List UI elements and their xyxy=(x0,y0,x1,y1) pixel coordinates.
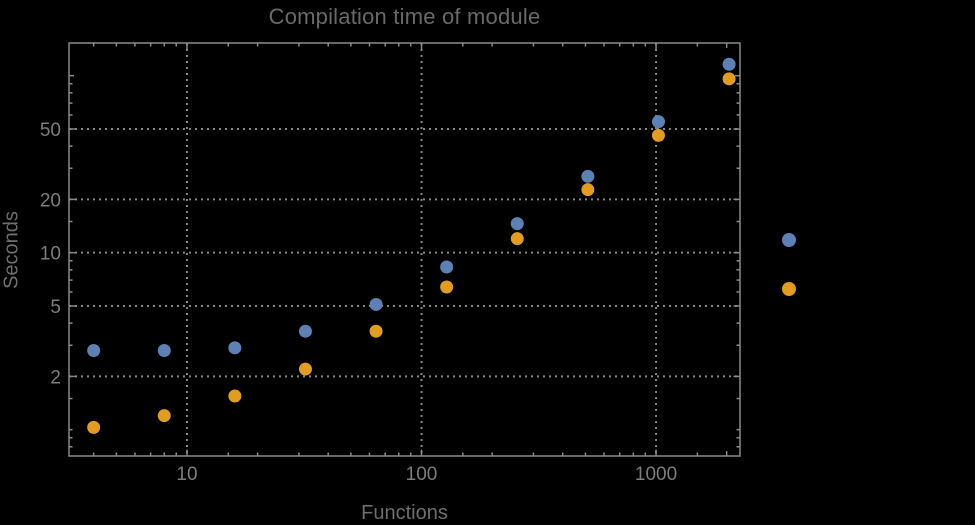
data-point-series-1 xyxy=(157,344,171,358)
axis-ticks xyxy=(69,43,740,456)
y-tick-label-2: 2 xyxy=(50,367,61,388)
legend-marker-series-1 xyxy=(781,232,797,248)
gridlines xyxy=(69,43,740,456)
y-tick-label-50: 50 xyxy=(40,120,61,141)
data-point-series-1 xyxy=(298,324,312,338)
data-point-series-2 xyxy=(228,389,242,403)
data-point-series-2 xyxy=(651,128,665,142)
y-tick-label-10: 10 xyxy=(40,244,61,265)
plot-frame xyxy=(68,42,741,457)
y-tick-label-5: 5 xyxy=(50,297,61,318)
y-tick-label-20: 20 xyxy=(40,190,61,211)
data-point-series-2 xyxy=(298,362,312,376)
x-tick-label-100: 100 xyxy=(406,464,438,485)
data-point-series-1 xyxy=(651,115,665,129)
data-point-series-2 xyxy=(87,420,101,434)
series-series-2 xyxy=(87,72,736,434)
data-point-series-1 xyxy=(228,341,242,355)
chart-title: Compilation time of module xyxy=(268,4,541,29)
data-point-series-1 xyxy=(722,57,736,71)
x-axis-label: Functions xyxy=(361,502,448,524)
data-point-series-2 xyxy=(440,280,454,294)
legend-marker-series-2 xyxy=(781,281,797,297)
data-point-series-1 xyxy=(369,297,383,311)
y-axis-label: Seconds xyxy=(0,211,23,289)
data-point-series-2 xyxy=(369,324,383,338)
series-series-1 xyxy=(87,57,736,358)
data-point-series-1 xyxy=(510,217,524,231)
x-tick-label-10: 10 xyxy=(176,464,197,485)
data-point-series-1 xyxy=(581,169,595,183)
x-tick-label-1000: 1000 xyxy=(635,464,677,485)
data-point-series-1 xyxy=(87,344,101,358)
tick-labels: 10 100 1000 2 5 10 20 50 xyxy=(40,120,677,485)
data-point-series-2 xyxy=(157,409,171,423)
data-point-series-2 xyxy=(722,72,736,86)
data-point-series-1 xyxy=(440,260,454,274)
data-point-series-2 xyxy=(581,183,595,197)
data-point-series-2 xyxy=(510,232,524,246)
